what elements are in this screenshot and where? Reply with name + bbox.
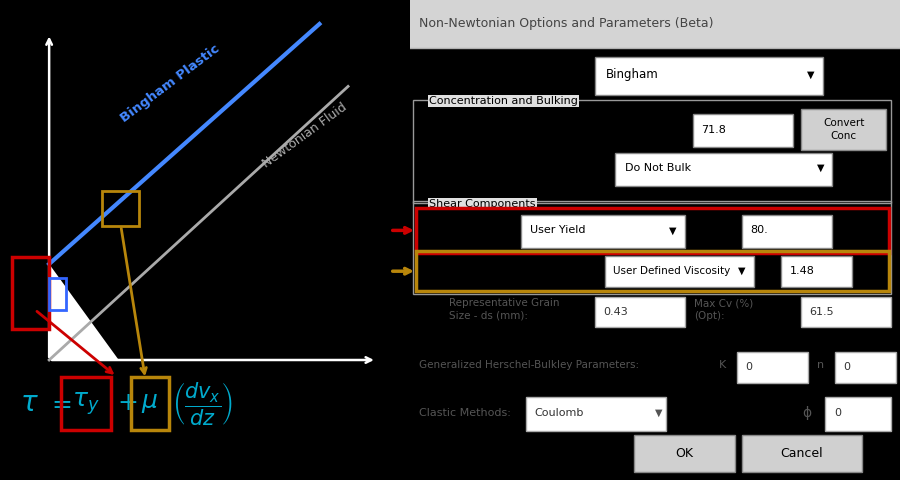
- Text: Do Not Bulk: Do Not Bulk: [626, 163, 691, 173]
- Text: OK: OK: [675, 447, 693, 460]
- Text: 0: 0: [833, 408, 841, 418]
- Text: Select Bulking Method:: Select Bulking Method:: [434, 163, 562, 173]
- FancyBboxPatch shape: [737, 352, 808, 383]
- FancyBboxPatch shape: [595, 57, 823, 95]
- Text: Yield Strength:: Yield Strength:: [424, 224, 525, 237]
- Text: Bingham Plastic: Bingham Plastic: [118, 42, 222, 125]
- Text: $\mu$: $\mu$: [141, 391, 158, 415]
- FancyBboxPatch shape: [801, 297, 891, 327]
- FancyBboxPatch shape: [595, 297, 685, 327]
- FancyBboxPatch shape: [801, 109, 886, 150]
- Text: Newtonian Fluid: Newtonian Fluid: [260, 101, 349, 170]
- Text: Convert
Conc: Convert Conc: [823, 119, 864, 141]
- Text: Cancel: Cancel: [780, 447, 824, 460]
- Text: ▼: ▼: [806, 70, 814, 79]
- Text: $+$: $+$: [117, 391, 137, 415]
- FancyBboxPatch shape: [634, 435, 734, 472]
- Text: 0: 0: [745, 362, 752, 372]
- Text: Representative Grain
Size - ds (mm):: Representative Grain Size - ds (mm):: [449, 299, 559, 321]
- Text: $\left(\dfrac{dv_x}{dz}\right)$: $\left(\dfrac{dv_x}{dz}\right)$: [172, 380, 233, 427]
- FancyBboxPatch shape: [742, 435, 862, 472]
- Text: μ: μ: [763, 264, 772, 279]
- Text: Pa-s: Pa-s: [860, 266, 884, 276]
- Text: ▼: ▼: [655, 408, 662, 418]
- Text: Clastic Methods:: Clastic Methods:: [419, 408, 511, 418]
- Text: Coulomb: Coulomb: [535, 408, 584, 418]
- FancyBboxPatch shape: [605, 256, 754, 287]
- FancyBboxPatch shape: [615, 153, 832, 186]
- Text: n: n: [816, 360, 824, 370]
- Text: 0.43: 0.43: [603, 307, 628, 317]
- Text: 80.: 80.: [751, 226, 768, 235]
- Text: 71.8: 71.8: [701, 125, 726, 134]
- FancyBboxPatch shape: [693, 114, 793, 147]
- Text: 0: 0: [843, 362, 850, 372]
- Text: τ: τ: [719, 223, 728, 238]
- FancyBboxPatch shape: [781, 256, 852, 287]
- Text: 1.48: 1.48: [789, 266, 814, 276]
- Text: ▼: ▼: [670, 226, 677, 235]
- Text: Shear Components: Shear Components: [429, 199, 536, 209]
- Text: Non-Newtonian Method: Non-Newtonian Method: [419, 68, 558, 81]
- Text: $\tau$: $\tau$: [21, 389, 40, 417]
- FancyBboxPatch shape: [742, 215, 833, 248]
- FancyBboxPatch shape: [526, 397, 665, 431]
- Text: ▼: ▼: [738, 266, 745, 276]
- Text: $\tau_y$: $\tau_y$: [72, 390, 100, 417]
- FancyBboxPatch shape: [835, 352, 896, 383]
- FancyBboxPatch shape: [521, 215, 685, 248]
- Text: K: K: [718, 360, 725, 370]
- Text: 61.5: 61.5: [809, 307, 834, 317]
- FancyBboxPatch shape: [825, 397, 891, 431]
- Text: Pa: Pa: [846, 226, 860, 235]
- Text: Concentration and Bulking: Concentration and Bulking: [429, 96, 578, 106]
- Text: User Yield: User Yield: [530, 226, 585, 235]
- Text: Volumetric Concentration (Cv) (%): Volumetric Concentration (Cv) (%): [434, 125, 626, 134]
- Text: ϕ: ϕ: [802, 406, 811, 420]
- Text: Mixture Dynamic Viscosity:: Mixture Dynamic Viscosity:: [424, 264, 605, 278]
- Text: Generalized Herschel-Bulkley Parameters:: Generalized Herschel-Bulkley Parameters:: [419, 360, 639, 370]
- Polygon shape: [50, 264, 119, 360]
- Text: $=$: $=$: [47, 391, 72, 415]
- Text: User Defined Viscosity: User Defined Viscosity: [613, 266, 730, 276]
- Text: Max Cv (%)
(Opt):: Max Cv (%) (Opt):: [694, 299, 753, 321]
- FancyBboxPatch shape: [410, 0, 900, 48]
- Text: Non-Newtonian Options and Parameters (Beta): Non-Newtonian Options and Parameters (Be…: [419, 17, 714, 31]
- Text: Bingham: Bingham: [606, 68, 659, 81]
- Text: ▼: ▼: [816, 163, 824, 173]
